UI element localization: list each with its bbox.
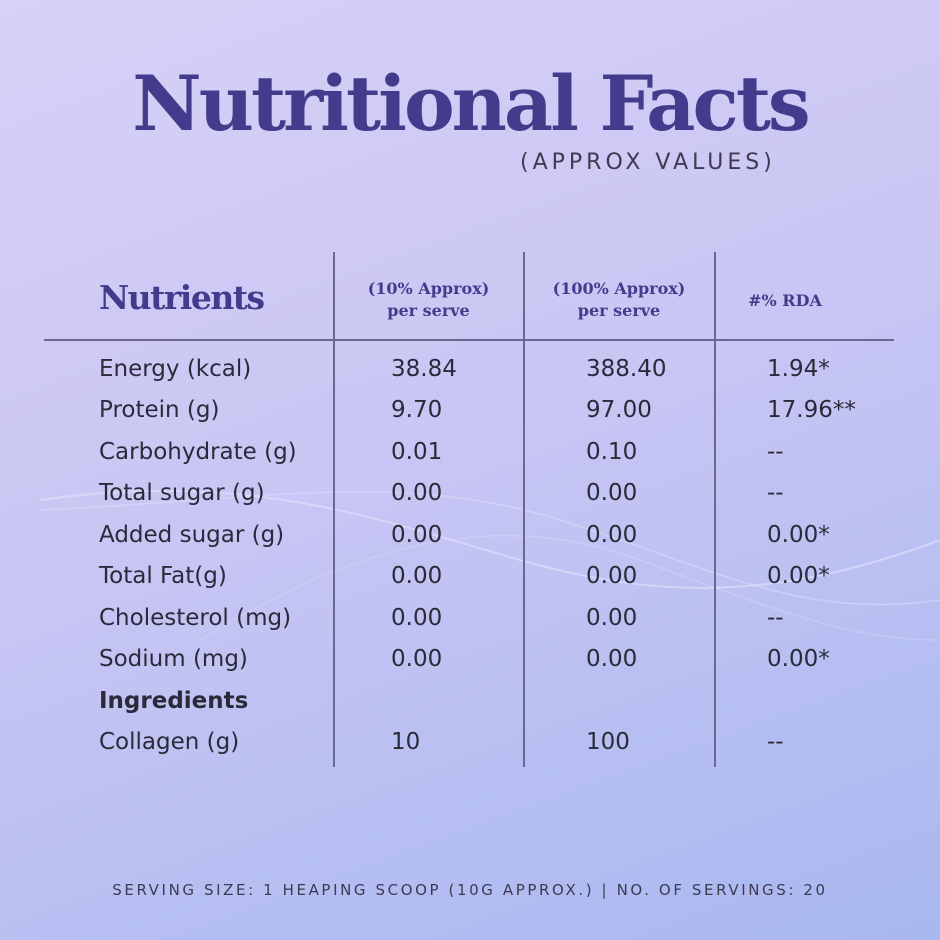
ingredients-section-row: Ingredients: [0, 688, 940, 730]
per-serve-value: 0.00: [391, 480, 443, 506]
table-row: Sodium (mg) 0.00 0.00 0.00*: [0, 646, 940, 688]
table-row: Added sugar (g) 0.00 0.00 0.00*: [0, 522, 940, 564]
per-100-value: 0.00: [586, 522, 638, 548]
column-divider: [523, 252, 525, 767]
page-subtitle: (APPROX VALUES): [520, 150, 776, 175]
per-100-value: 100: [586, 729, 630, 755]
per-serve-value: 0.00: [391, 605, 443, 631]
rda-value: 1.94*: [767, 356, 830, 382]
table-row: Total sugar (g) 0.00 0.00 --: [0, 480, 940, 522]
page-title: Nutritional Facts: [132, 59, 810, 148]
header-per-100: (100% Approx) per serve: [524, 278, 714, 322]
nutrient-name: Total sugar (g): [99, 480, 265, 506]
rda-value: --: [767, 729, 784, 755]
column-divider: [714, 252, 716, 767]
per-100-value: 0.00: [586, 480, 638, 506]
rda-value: --: [767, 480, 784, 506]
table-row: Energy (kcal) 38.84 388.40 1.94*: [0, 356, 940, 398]
per-100-value: 0.00: [586, 563, 638, 589]
table-row: Protein (g) 9.70 97.00 17.96**: [0, 397, 940, 439]
per-serve-value: 0.01: [391, 439, 443, 465]
per-100-value: 0.10: [586, 439, 638, 465]
per-100-value: 388.40: [586, 356, 667, 382]
per-100-value: 0.00: [586, 646, 638, 672]
ingredient-name: Collagen (g): [99, 729, 240, 755]
table-row: Collagen (g) 10 100 --: [0, 729, 940, 771]
header-per-100-line2: per serve: [577, 301, 661, 320]
per-serve-value: 0.00: [391, 522, 443, 548]
header-per-100-line1: (100% Approx): [552, 279, 686, 298]
nutrient-name: Protein (g): [99, 397, 220, 423]
table-row: Cholesterol (mg) 0.00 0.00 --: [0, 605, 940, 647]
nutrient-name: Sodium (mg): [99, 646, 248, 672]
nutrient-name: Carbohydrate (g): [99, 439, 297, 465]
rda-value: 17.96**: [767, 397, 856, 423]
table-row: Total Fat(g) 0.00 0.00 0.00*: [0, 563, 940, 605]
table-row: Carbohydrate (g) 0.01 0.10 --: [0, 439, 940, 481]
nutrient-name: Cholesterol (mg): [99, 605, 292, 631]
rda-value: --: [767, 605, 784, 631]
header-rda: #% RDA: [748, 291, 822, 310]
per-serve-value: 0.00: [391, 646, 443, 672]
header-per-serve: (10% Approx) per serve: [334, 278, 523, 322]
column-divider: [333, 252, 335, 767]
rda-value: 0.00*: [767, 522, 830, 548]
ingredients-heading: Ingredients: [99, 688, 249, 714]
rda-value: 0.00*: [767, 646, 830, 672]
per-100-value: 0.00: [586, 605, 638, 631]
header-divider: [44, 339, 894, 341]
header-per-serve-line2: per serve: [387, 301, 470, 320]
per-serve-value: 9.70: [391, 397, 443, 423]
per-serve-value: 38.84: [391, 356, 457, 382]
per-serve-value: 0.00: [391, 563, 443, 589]
per-100-value: 97.00: [586, 397, 652, 423]
nutrient-name: Total Fat(g): [99, 563, 227, 589]
nutrient-name: Added sugar (g): [99, 522, 285, 548]
serving-size-footer: SERVING SIZE: 1 HEAPING SCOOP (10G APPRO…: [112, 881, 828, 899]
header-per-serve-line1: (10% Approx): [367, 279, 490, 298]
header-nutrients: Nutrients: [99, 278, 265, 317]
per-serve-value: 10: [391, 729, 421, 755]
rda-value: --: [767, 439, 784, 465]
rda-value: 0.00*: [767, 563, 830, 589]
nutrient-name: Energy (kcal): [99, 356, 252, 382]
